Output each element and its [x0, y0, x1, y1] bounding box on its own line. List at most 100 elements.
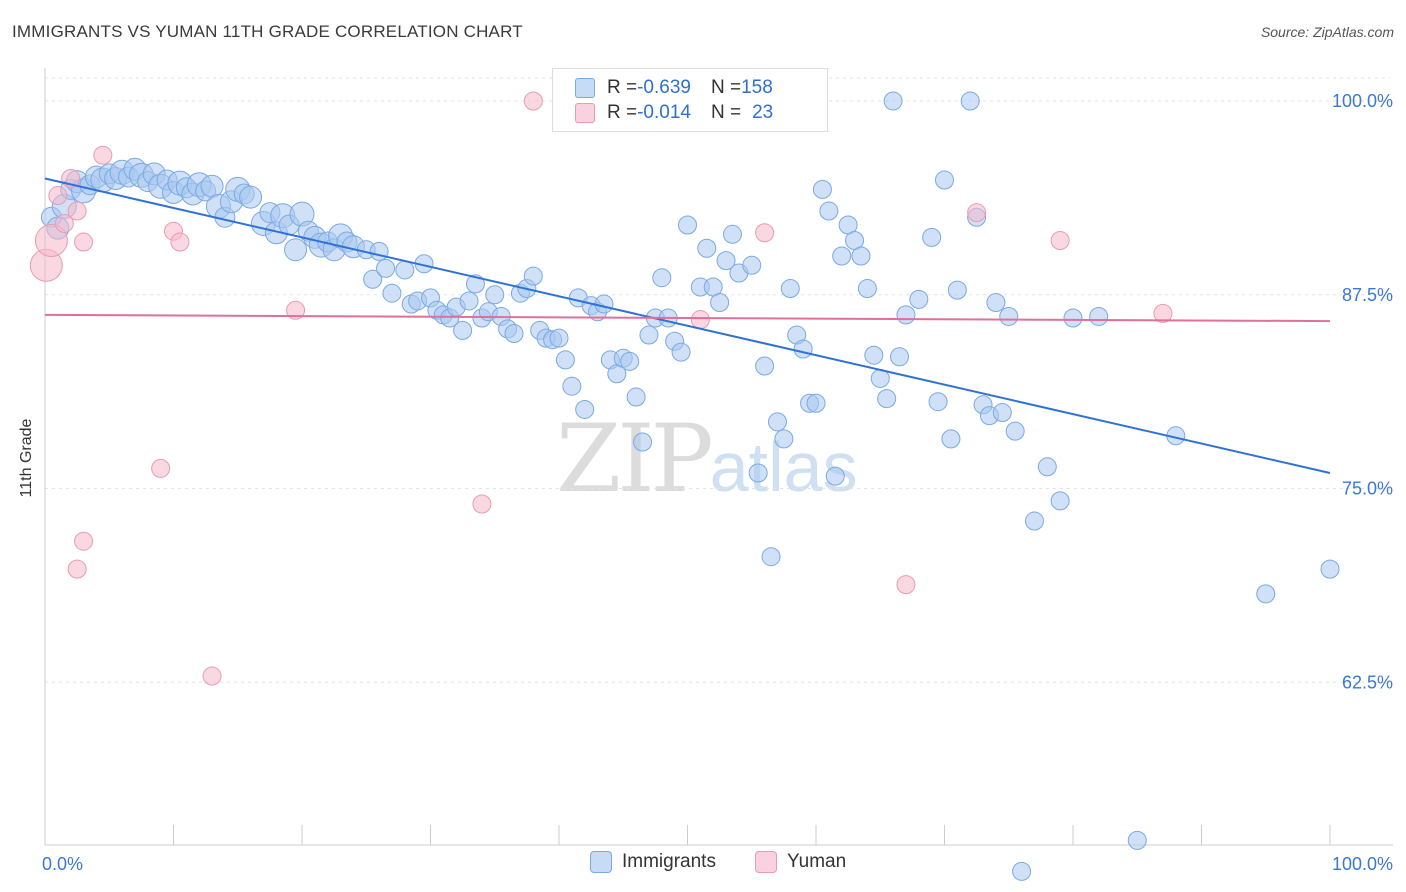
watermark-zip: ZIP — [556, 405, 714, 514]
legend-row-immigrants: R = -0.639 N = 158 — [575, 76, 773, 100]
immigrants-point — [761, 547, 781, 567]
immigrants-point — [200, 174, 224, 198]
immigrants-point — [1037, 457, 1057, 477]
legend-n-value: 158 — [741, 77, 773, 98]
immigrants-point — [376, 258, 396, 278]
immigrants-point — [549, 328, 569, 348]
legend-r-value: -0.639 — [637, 77, 691, 98]
immigrants-point — [239, 185, 263, 209]
immigrants-point — [453, 320, 473, 340]
yuman-point — [286, 300, 306, 320]
correlation-legend: R = -0.639 N = 158 R = -0.014 N = 23 — [552, 68, 828, 132]
yuman-point — [54, 213, 74, 233]
immigrants-point — [671, 342, 691, 362]
immigrants-point — [1050, 491, 1070, 511]
yuman-point — [74, 232, 94, 252]
immigrants-point — [851, 246, 871, 266]
immigrants-point — [1256, 584, 1276, 604]
yuman-point — [690, 310, 710, 330]
immigrants-point — [382, 283, 402, 303]
yuman-point — [74, 531, 94, 551]
immigrants-point — [890, 347, 910, 367]
yuman-point — [202, 666, 222, 686]
immigrants-point — [883, 91, 903, 111]
yuman-trend-line — [44, 313, 1331, 323]
yuman-point — [1050, 231, 1070, 250]
immigrants-point — [793, 339, 813, 359]
x-tick-label: 0.0% — [42, 854, 83, 874]
yuman-point — [151, 458, 171, 478]
immigrants-point — [896, 305, 916, 325]
legend-r-label: R = — [607, 77, 638, 98]
legend-swatch-immigrants — [575, 78, 595, 98]
immigrants-point — [748, 463, 768, 483]
immigrants-point — [1089, 306, 1109, 326]
immigrants-point — [369, 241, 389, 261]
chart-title: IMMIGRANTS VS YUMAN 11TH GRADE CORRELATI… — [12, 22, 523, 41]
bottom-legend-swatch-immigrants — [590, 851, 612, 873]
immigrants-point — [1005, 421, 1025, 441]
yuman-point — [1153, 303, 1173, 323]
immigrants-point — [864, 345, 884, 365]
immigrants-point — [504, 324, 524, 343]
immigrants-point — [633, 432, 653, 452]
immigrants-point — [697, 238, 717, 258]
immigrants-point — [555, 350, 575, 370]
y-tick-label: 75.0% — [1342, 479, 1393, 499]
bottom-legend-swatch-yuman — [755, 851, 777, 873]
legend-swatch-yuman — [575, 103, 595, 123]
x-tick-label: 100.0% — [1332, 854, 1393, 874]
source-label: Source: ZipAtlas.com — [1260, 24, 1394, 40]
immigrants-point — [960, 91, 980, 111]
legend-row-yuman: R = -0.014 N = 23 — [575, 101, 773, 125]
y-tick-label: 87.5% — [1342, 285, 1393, 305]
immigrants-point — [812, 179, 832, 199]
immigrants-point — [395, 260, 415, 280]
immigrants-trend-line — [44, 177, 1331, 474]
immigrants-point — [1127, 830, 1147, 850]
immigrants-point — [992, 403, 1012, 423]
yuman-point — [48, 186, 68, 206]
bottom-legend-label-immigrants: Immigrants — [622, 851, 716, 872]
immigrants-point — [485, 285, 505, 305]
yuman-point — [523, 91, 543, 111]
yuman-point — [472, 494, 492, 514]
legend-r-label: R = — [607, 102, 638, 123]
yuman-point — [93, 145, 113, 165]
immigrants-point — [722, 224, 742, 244]
immigrants-point — [363, 269, 383, 289]
immigrants-point — [652, 268, 672, 288]
immigrants-point — [594, 294, 614, 314]
immigrants-point — [523, 266, 543, 286]
yuman-point — [34, 224, 68, 257]
y-tick-label: 62.5% — [1342, 672, 1393, 692]
immigrants-point — [742, 255, 762, 275]
immigrants-point — [459, 291, 479, 311]
immigrants-point — [1012, 861, 1032, 881]
yuman-point — [67, 201, 87, 221]
immigrants-point — [639, 325, 659, 345]
immigrants-point — [1320, 559, 1340, 579]
immigrants-point — [465, 274, 485, 294]
immigrants-point — [825, 466, 845, 486]
legend-n-label: N = — [710, 102, 742, 123]
immigrants-point — [941, 429, 961, 449]
immigrants-point — [999, 306, 1019, 326]
immigrants-point — [562, 376, 582, 396]
bottom-legend-yuman: Yuman — [755, 851, 846, 873]
immigrants-point — [928, 392, 948, 412]
bottom-legend-immigrants: Immigrants — [590, 851, 716, 873]
immigrants-point — [620, 351, 640, 371]
immigrants-point — [857, 279, 877, 299]
immigrants-point — [780, 279, 800, 299]
immigrants-point — [710, 293, 730, 312]
legend-n-value: 23 — [752, 102, 774, 123]
immigrants-point — [626, 387, 646, 407]
immigrants-point — [716, 251, 736, 271]
immigrants-point — [909, 289, 929, 309]
immigrants-point — [986, 293, 1006, 312]
immigrants-point — [806, 393, 826, 413]
yuman-point — [967, 203, 987, 223]
immigrants-point — [1024, 511, 1044, 531]
